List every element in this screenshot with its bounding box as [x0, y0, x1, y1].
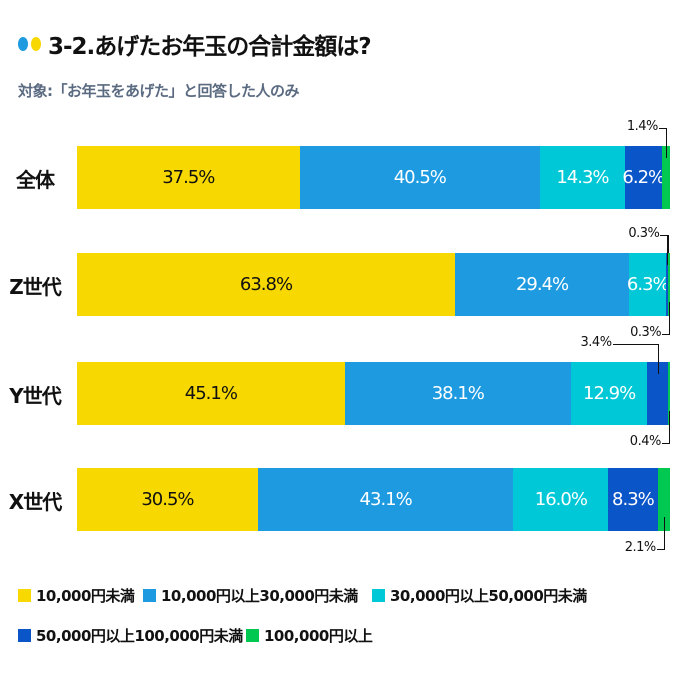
data-label: 0.4%: [629, 434, 662, 449]
bar-segment: 12.9%: [570, 362, 648, 425]
bar-segment: [667, 362, 670, 425]
data-label: 12.9%: [583, 383, 636, 404]
callout-leader-line: [661, 443, 670, 445]
legend-swatch: [372, 589, 385, 602]
row-label: Z世代: [9, 275, 62, 299]
data-label: 38.1%: [431, 383, 485, 404]
callout-leader-line: [668, 411, 670, 443]
bar-segment: 29.4%: [454, 253, 630, 316]
bar-segment: [668, 253, 670, 316]
chart-title: 3-2.あげたお年玉の合計金額は?: [48, 34, 372, 60]
bar-segment: [647, 362, 668, 425]
data-label: 37.5%: [162, 167, 215, 188]
bar-segment: 6.2%: [622, 146, 665, 209]
legend-label: 100,000円以上: [264, 627, 373, 645]
legend-item: 10,000円未満: [18, 585, 135, 606]
legend-label: 10,000円以上30,000円未満: [161, 587, 358, 605]
data-label: 0.3%: [628, 226, 660, 241]
bar-segment: [666, 253, 669, 316]
row-label: X世代: [8, 490, 62, 514]
bar-segment: 38.1%: [344, 362, 571, 425]
callout-leader-line: [657, 344, 659, 374]
data-label: 45.1%: [184, 383, 238, 404]
bar-segment: 40.5%: [299, 146, 540, 209]
data-label: 1.4%: [626, 119, 659, 134]
callout-leader-line: [658, 128, 667, 130]
data-label: 6.3%: [626, 274, 670, 295]
bar-segment: [661, 146, 670, 209]
data-label: 8.3%: [612, 489, 655, 510]
data-label: 0.3%: [630, 325, 662, 340]
bar-segment: 63.8%: [77, 253, 455, 316]
title-dot-blue: [18, 37, 28, 51]
data-label: 29.4%: [515, 274, 569, 295]
legend-swatch: [246, 629, 259, 642]
bar-segment: 14.3%: [540, 146, 625, 209]
callout-leader-line: [663, 517, 665, 549]
data-label: 30.5%: [141, 489, 194, 510]
bar-segment: 16.0%: [513, 468, 609, 531]
title-dot-yellow: [31, 37, 41, 51]
data-label: 40.5%: [393, 167, 447, 188]
chart-subtitle: 対象:「お年玉をあげた」と回答した人のみ: [18, 82, 300, 100]
legend-swatch: [143, 589, 156, 602]
callout-leader-line: [669, 302, 671, 334]
bar-segment: 8.3%: [608, 468, 658, 531]
data-label: 2.1%: [624, 540, 657, 555]
callout-leader-line: [662, 334, 671, 336]
bar-segment: 43.1%: [257, 468, 514, 531]
legend-label: 10,000円未満: [36, 587, 135, 605]
data-label: 43.1%: [359, 489, 413, 510]
data-label: 63.8%: [239, 274, 293, 295]
legend-swatch: [18, 589, 31, 602]
legend-label: 50,000円以上100,000円未満: [36, 627, 243, 645]
row-label: Y世代: [9, 384, 61, 408]
data-label: 6.2%: [622, 167, 665, 188]
callout-leader-line: [667, 235, 669, 265]
legend-label: 30,000円以上50,000円未満: [390, 587, 587, 605]
bar-segment: 45.1%: [77, 362, 345, 425]
data-label: 14.3%: [556, 167, 609, 188]
legend-item: 30,000円以上50,000円未満: [372, 585, 587, 606]
bar-segment: [657, 468, 670, 531]
legend-item: 10,000円以上30,000円未満: [143, 585, 358, 606]
callout-leader-line: [612, 344, 659, 346]
bar-segment: 6.3%: [626, 253, 670, 316]
bar-segment: 30.5%: [77, 468, 258, 531]
callout-leader-line: [656, 549, 665, 551]
legend-item: 100,000円以上: [246, 625, 373, 646]
legend-swatch: [18, 629, 31, 642]
data-label: 16.0%: [534, 489, 588, 510]
legend-item: 50,000円以上100,000円未満: [18, 625, 243, 646]
data-label: 3.4%: [580, 335, 613, 350]
row-label: 全体: [16, 168, 55, 192]
callout-leader-line: [665, 128, 668, 158]
bar-segment: 37.5%: [77, 146, 300, 209]
callout-leader-line: [660, 235, 669, 237]
